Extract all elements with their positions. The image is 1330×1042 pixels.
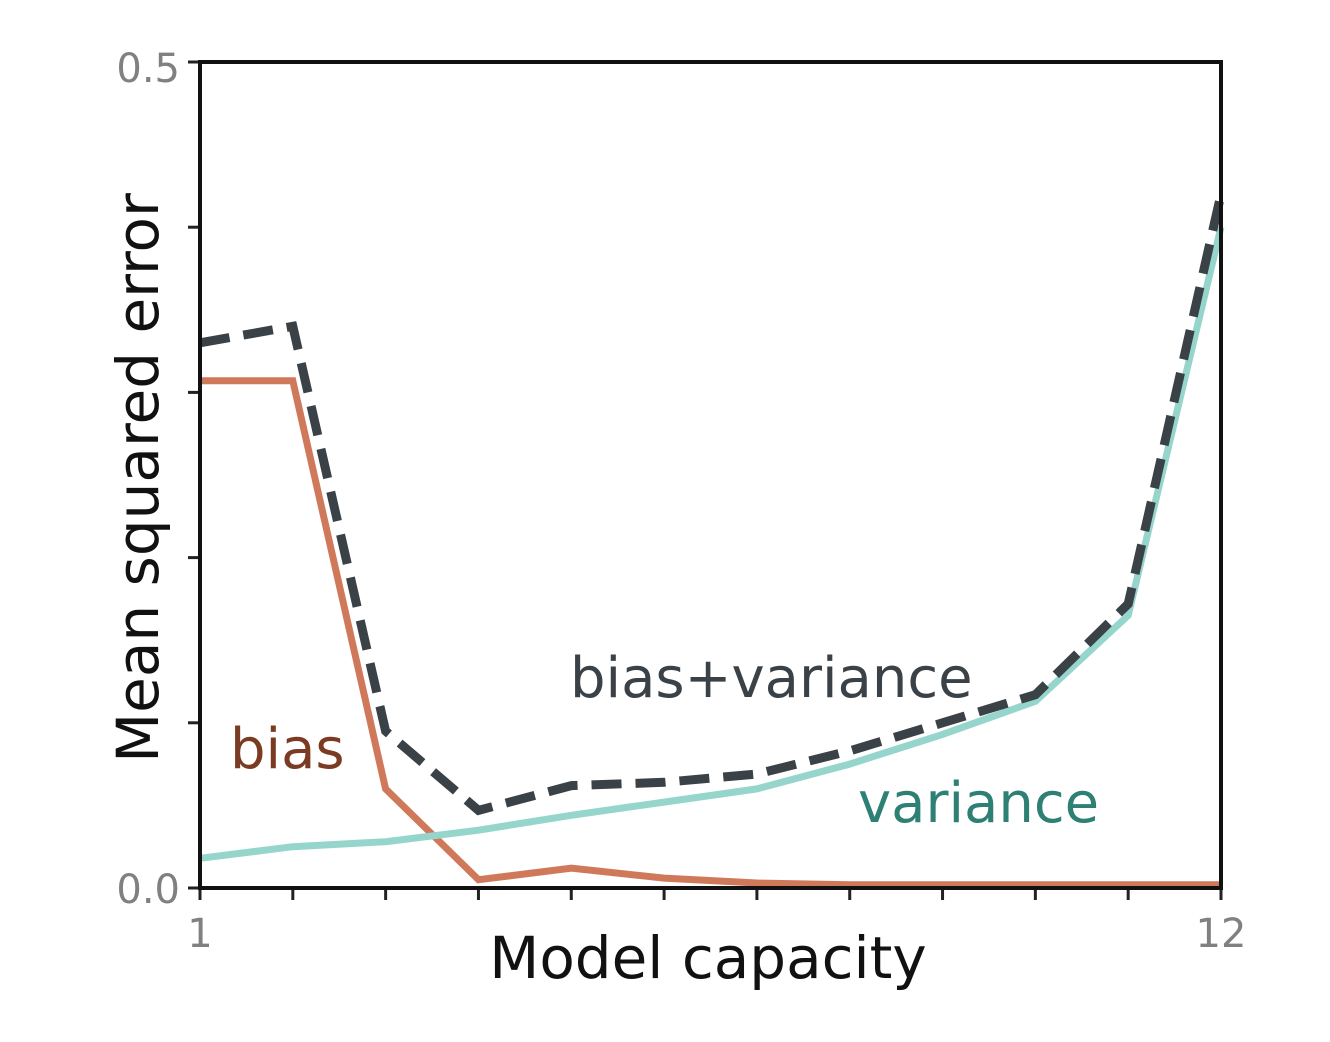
series-line-variance: [199, 226, 1225, 862]
series-label-bias-variance: bias+variance: [570, 646, 973, 711]
series-lines: [199, 193, 1226, 889]
series-line-bias-variance: [199, 193, 1226, 816]
series-label-bias: bias: [230, 717, 345, 782]
y-axis-label: Mean squared error: [104, 193, 172, 763]
series-label-variance: variance: [858, 771, 1099, 836]
plot-frame: [198, 60, 1223, 890]
y-axis-title: Mean squared error: [104, 193, 172, 763]
series-line-bias: [200, 377, 1221, 889]
x-axis-label: Model capacity: [489, 924, 926, 992]
x-tick-label-min: 1: [187, 911, 212, 957]
y-tick-label-min: 0.0: [116, 867, 180, 913]
x-tick-label-max: 12: [1196, 911, 1247, 957]
y-tick-label-max: 0.5: [116, 46, 180, 92]
